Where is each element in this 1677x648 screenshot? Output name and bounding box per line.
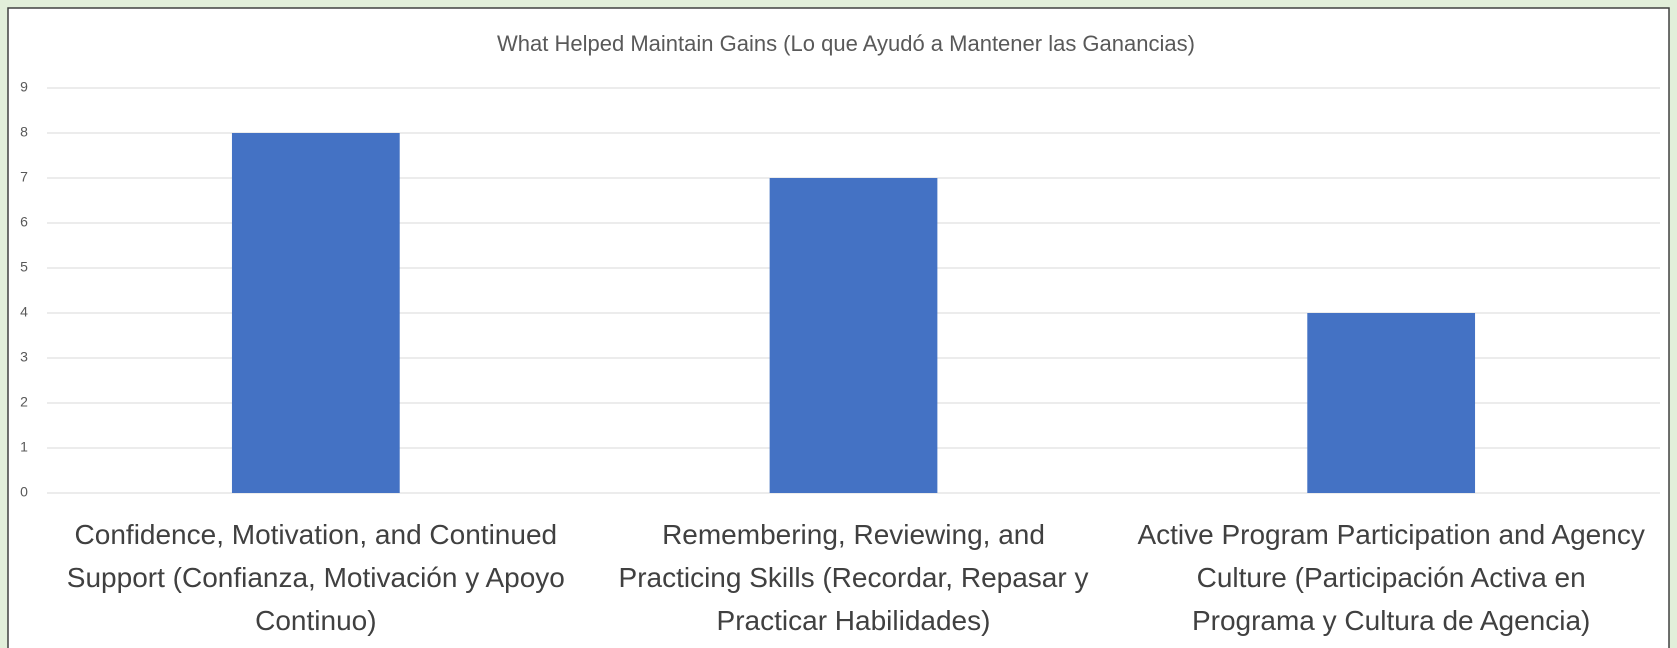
bar: [231, 133, 400, 493]
x-tick-label-box: Confidence, Motivation, and Continued Su…: [66, 519, 565, 636]
y-tick-label: 4: [20, 304, 28, 320]
x-tick-label: Confidence, Motivation, and Continued Su…: [66, 519, 565, 636]
y-tick-label: 1: [20, 439, 28, 455]
x-tick-label: Active Program Participation and Agency …: [1137, 519, 1645, 636]
x-tick-label-box: Active Program Participation and Agency …: [1137, 519, 1645, 636]
y-tick-label: 2: [20, 394, 28, 410]
x-tick-label: Remembering, Reviewing, and Practicing S…: [618, 519, 1089, 636]
y-tick-label: 5: [20, 259, 28, 275]
chart-title: What Helped Maintain Gains (Lo que Ayudó…: [497, 31, 1195, 56]
y-tick-label: 0: [20, 484, 28, 500]
bar: [769, 178, 938, 493]
x-tick-label-box: Remembering, Reviewing, and Practicing S…: [618, 519, 1089, 636]
y-tick-label: 6: [20, 214, 28, 230]
y-tick-label: 3: [20, 349, 28, 365]
y-tick-label: 8: [20, 124, 28, 140]
y-tick-label: 7: [20, 169, 28, 185]
bar: [1307, 313, 1476, 493]
y-tick-label: 9: [20, 79, 28, 95]
